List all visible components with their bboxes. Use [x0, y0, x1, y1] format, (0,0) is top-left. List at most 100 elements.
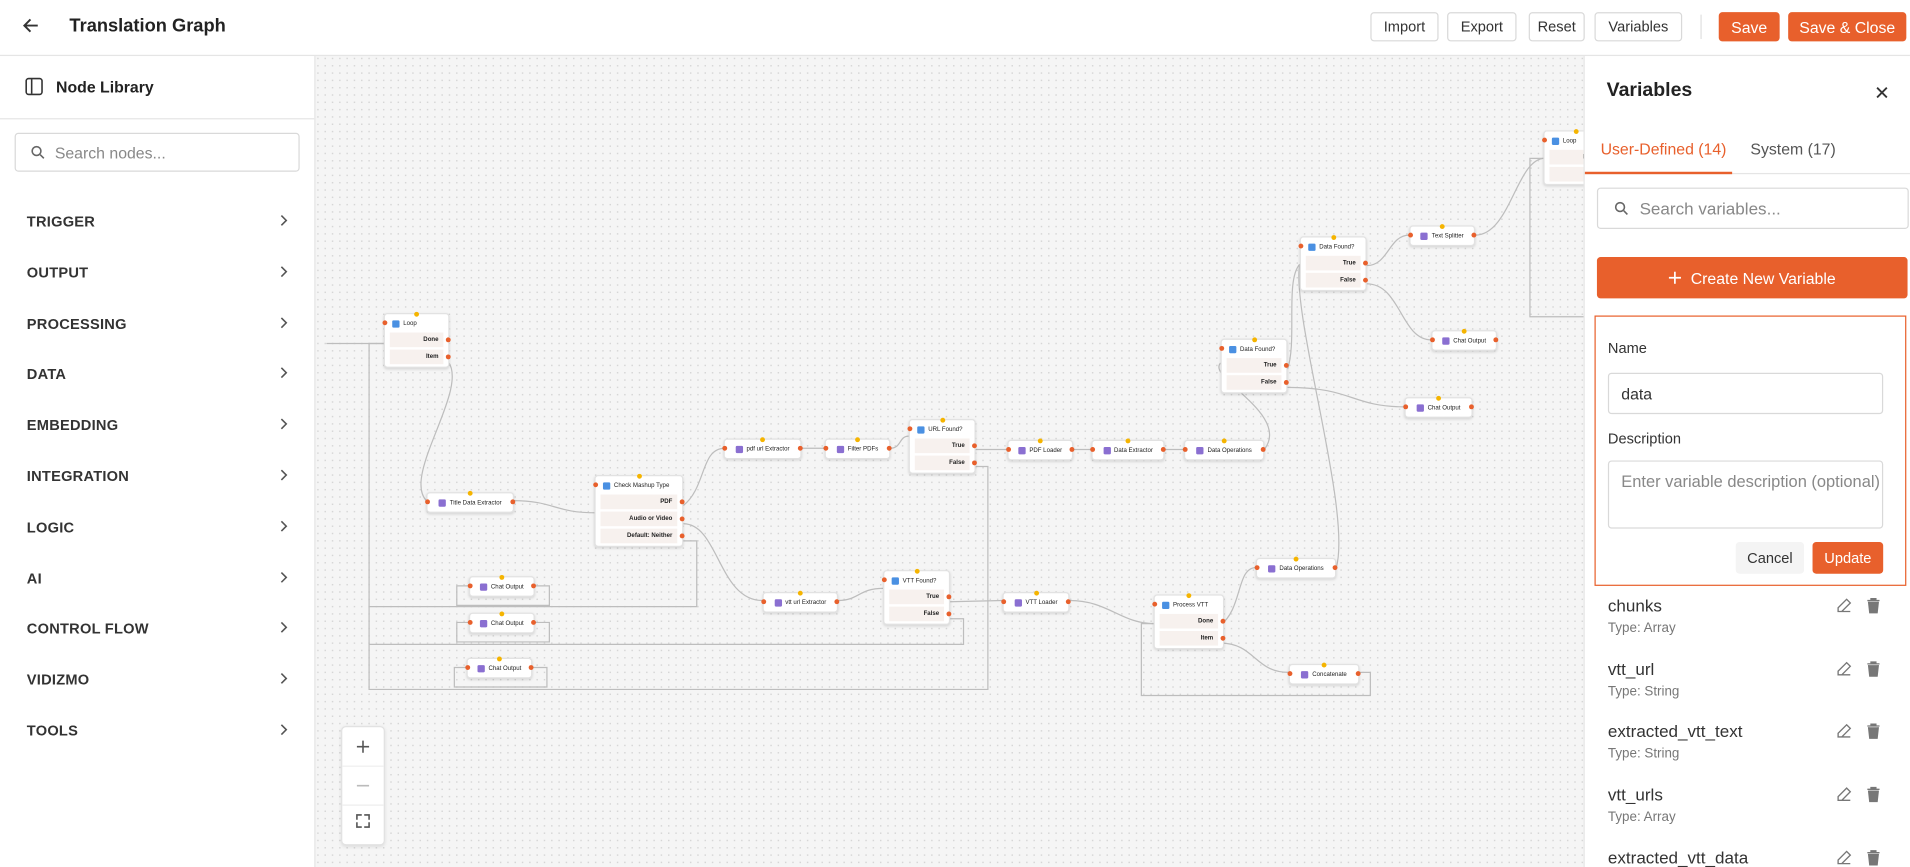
divider	[0, 118, 315, 120]
graph-node[interactable]: PDF Loader	[1006, 438, 1075, 461]
input-handle	[1219, 345, 1225, 351]
cancel-button[interactable]: Cancel	[1735, 542, 1805, 574]
category[interactable]: TRIGGER	[26, 213, 96, 231]
category[interactable]: OUTPUT	[26, 264, 89, 282]
input-handle	[425, 499, 430, 505]
divider	[1700, 14, 1702, 39]
graph-node[interactable]: Chat Output	[467, 574, 536, 597]
category[interactable]: CONTROL FLOW	[26, 620, 149, 638]
search-variables[interactable]: Search variables...	[1596, 187, 1909, 230]
output-handle	[834, 599, 840, 605]
input-handle	[1186, 593, 1192, 599]
output-handle	[1363, 260, 1368, 266]
variable-type: Type: String	[1607, 747, 1680, 762]
input-handle	[1436, 395, 1442, 401]
graph-node[interactable]: Data Extractor	[1090, 438, 1166, 461]
output-handle	[1471, 232, 1477, 238]
category[interactable]: EMBEDDING	[26, 416, 119, 434]
search-icon	[31, 145, 45, 159]
graph-node[interactable]: Chat Output	[467, 611, 536, 634]
chevron	[280, 673, 288, 685]
node-icon	[477, 664, 485, 672]
graph-node[interactable]: Filter PDFs	[823, 437, 892, 460]
graph-node[interactable]: Check Mashup Type PDF Audio or Video Defaul…	[593, 473, 685, 547]
update-button[interactable]: Update	[1812, 542, 1884, 574]
category[interactable]: LOGIC	[26, 518, 75, 536]
description-input[interactable]: Enter variable description (optional)	[1607, 460, 1884, 529]
zoom-in[interactable]	[356, 740, 370, 753]
node-header: vtt url Extractor	[764, 593, 837, 611]
input-handle	[1001, 599, 1007, 605]
variable-actions[interactable]	[1836, 723, 1885, 740]
node-icon	[1442, 336, 1450, 345]
node-label: Loop	[1562, 137, 1577, 145]
node-label: Title Data Extractor	[449, 498, 502, 507]
node-icon	[891, 576, 899, 585]
graph-node[interactable]: Data Found? True False	[1298, 235, 1368, 292]
create-variable-button[interactable]: Create New Variable	[1596, 257, 1908, 299]
input-handle	[823, 445, 829, 451]
graph-node[interactable]: Title Data Extractor	[425, 490, 516, 513]
input-handle	[1090, 447, 1096, 452]
tab-user-defined[interactable]: User-Defined (14)	[1600, 140, 1727, 159]
category[interactable]: VIDIZMO	[26, 671, 90, 689]
graph-node[interactable]: Data Operations	[1254, 556, 1338, 579]
input-handle	[1037, 438, 1043, 444]
header-button[interactable]: Export	[1447, 12, 1517, 42]
node-icon	[1416, 403, 1424, 412]
header-button[interactable]: Reset	[1528, 12, 1585, 42]
node-header: Check Mashup Type	[596, 476, 682, 494]
variable-actions[interactable]	[1836, 849, 1885, 866]
header-button[interactable]: Save & Close	[1788, 12, 1907, 42]
node-port: True	[1226, 358, 1289, 373]
output-handle	[1220, 635, 1226, 641]
category[interactable]: INTEGRATION	[26, 467, 130, 485]
header-button[interactable]: Variables	[1594, 12, 1683, 42]
node-icon	[735, 445, 743, 453]
description-placeholder: Enter variable description (optional)	[1621, 472, 1880, 491]
output-handle	[1069, 447, 1075, 452]
header-button[interactable]: Import	[1370, 12, 1439, 42]
tab-system[interactable]: System (17)	[1750, 140, 1836, 159]
graph-node[interactable]: Data Found? True False	[1219, 337, 1289, 394]
node-icon	[602, 481, 611, 490]
variable-actions[interactable]	[1836, 786, 1885, 803]
category[interactable]: AI	[26, 569, 42, 587]
name-input[interactable]: data	[1607, 372, 1884, 415]
variable-actions[interactable]	[1836, 660, 1885, 677]
node-port: False	[914, 455, 977, 471]
graph-node[interactable]: VTT Loader	[1001, 590, 1071, 613]
graph-node[interactable]: pdf url Extractor	[722, 437, 803, 460]
output-handle	[445, 354, 451, 360]
search-nodes[interactable]: Search nodes...	[14, 132, 300, 172]
edge	[1220, 567, 1256, 626]
header-button[interactable]: Save	[1718, 12, 1780, 42]
graph-node[interactable]: Data Operations	[1182, 438, 1266, 461]
graph-node[interactable]: Chat Output	[1403, 395, 1474, 418]
edge	[456, 621, 550, 643]
node-header: Loop	[1545, 132, 1584, 150]
back-button[interactable]	[21, 16, 40, 35]
graph-node[interactable]: URL Found? True False	[907, 417, 977, 474]
variable-actions[interactable]	[1836, 597, 1885, 614]
output-handle	[445, 337, 451, 343]
fit-view[interactable]	[356, 814, 370, 828]
close-button[interactable]	[1875, 85, 1890, 100]
node-header: VTT Found?	[884, 571, 949, 589]
node-label: Filter PDFs	[847, 445, 879, 453]
panel-icon[interactable]	[24, 77, 43, 96]
graph-node[interactable]: VTT Found? True False	[881, 568, 952, 625]
category[interactable]: TOOLS	[26, 722, 79, 740]
graph-node[interactable]: Chat Output	[465, 656, 534, 679]
graph-node[interactable]: Concatenate	[1287, 662, 1361, 685]
category[interactable]: PROCESSING	[26, 314, 127, 333]
graph-node[interactable]: Process VTT Done Item	[1152, 593, 1226, 650]
graph-node[interactable]: Text Splitter	[1408, 224, 1477, 247]
graph-node[interactable]: Chat Output	[1430, 328, 1499, 351]
node-port: Item	[389, 349, 451, 365]
graph-node[interactable]: vtt url Extractor	[761, 590, 840, 613]
category[interactable]: DATA	[26, 365, 67, 383]
node-port: Item	[1549, 166, 1584, 182]
